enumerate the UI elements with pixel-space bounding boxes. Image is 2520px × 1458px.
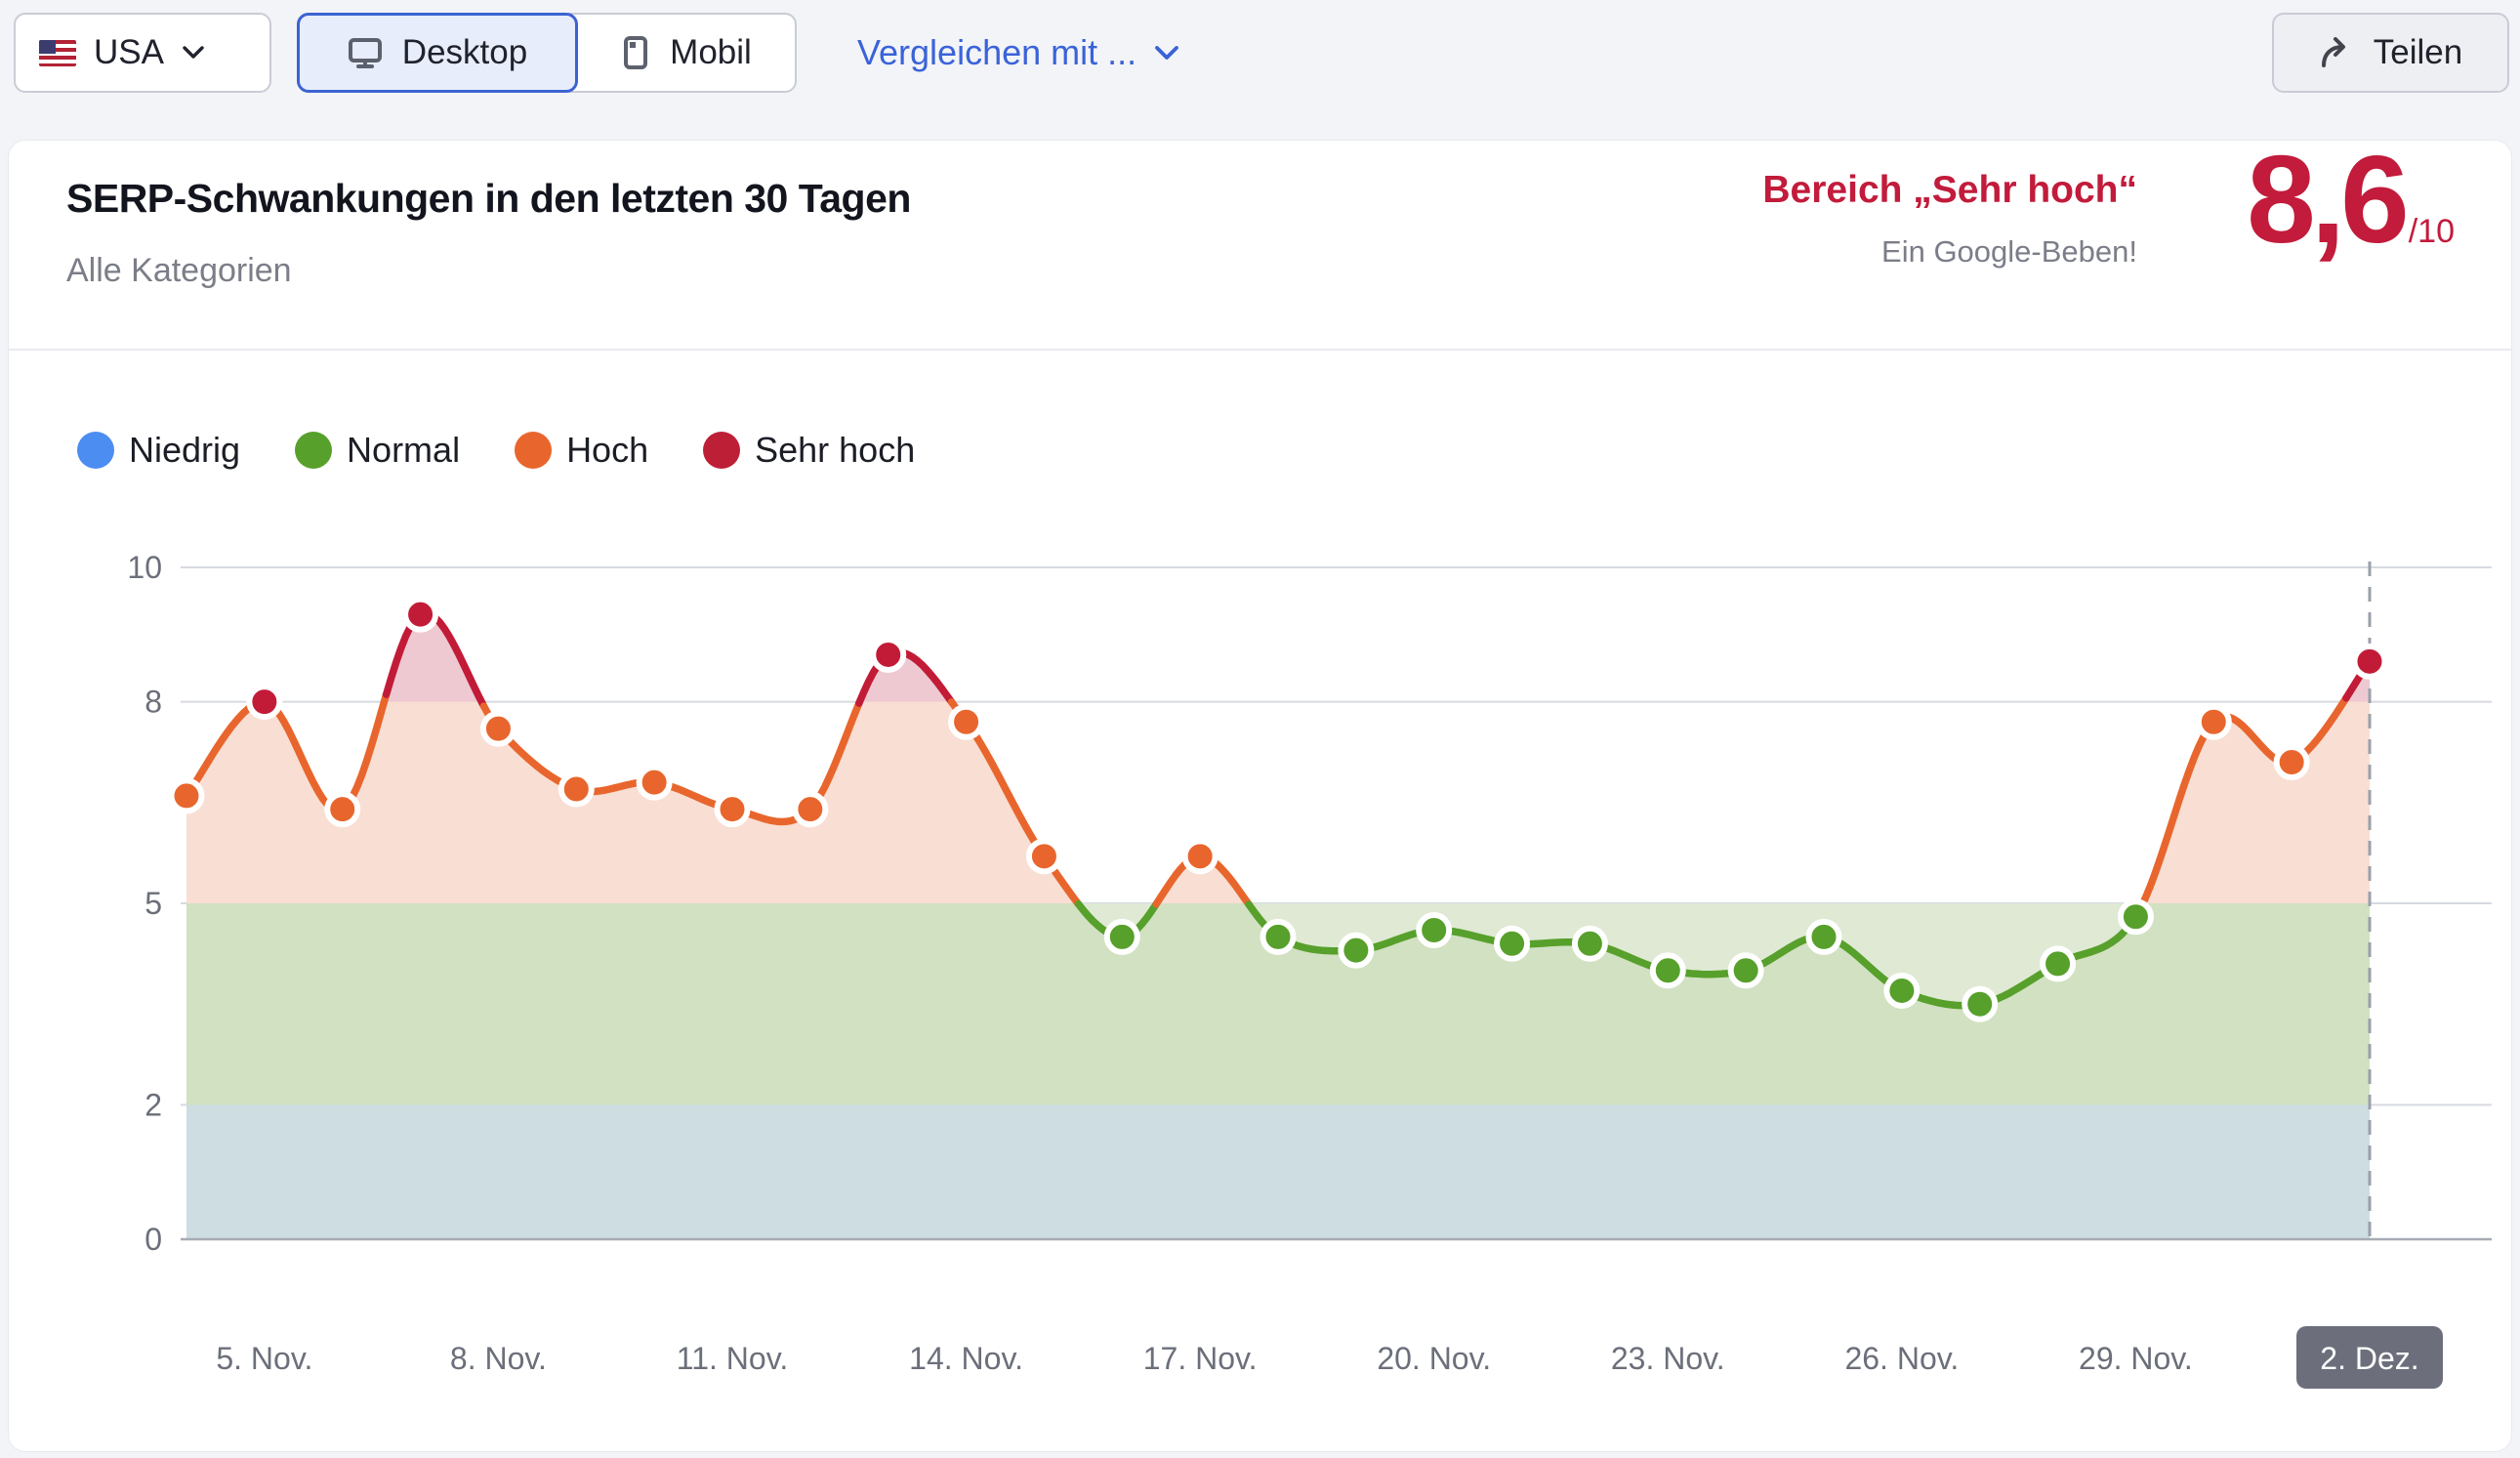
chevron-down-icon	[183, 46, 204, 59]
device-desktop-button[interactable]: Desktop	[297, 13, 578, 93]
legend-item-hoch: Hoch	[515, 430, 648, 471]
page-title: SERP-Schwankungen in den letzten 30 Tage…	[66, 176, 911, 221]
score-description: Ein Google-Beben!	[1881, 234, 2137, 269]
header-divider	[9, 349, 2511, 351]
mobile-icon	[624, 36, 648, 69]
usa-flag-icon	[39, 39, 76, 66]
legend-item-normal: Normal	[295, 430, 460, 471]
score-value-block: 8,6 /10	[2247, 130, 2455, 269]
device-mobile-label: Mobil	[670, 33, 752, 71]
desktop-icon	[348, 38, 382, 68]
legend-dot-icon	[77, 432, 114, 469]
chevron-down-icon	[1155, 45, 1179, 60]
chart-legend: Niedrig Normal Hoch Sehr hoch	[77, 430, 915, 471]
score-value: 8,6	[2247, 130, 2410, 269]
device-mobile-button[interactable]: Mobil	[568, 13, 797, 93]
legend-label: Niedrig	[129, 430, 241, 470]
legend-dot-icon	[703, 432, 741, 469]
legend-dot-icon	[515, 432, 553, 469]
category-subtitle: Alle Kategorien	[66, 252, 292, 289]
legend-label: Hoch	[566, 430, 649, 470]
score-max: /10	[2408, 212, 2455, 250]
country-selector[interactable]: USA	[14, 13, 271, 93]
legend-item-niedrig: Niedrig	[77, 430, 240, 471]
legend-dot-icon	[295, 432, 333, 469]
device-toggle: Desktop Mobil	[297, 13, 797, 93]
country-label: USA	[94, 33, 164, 71]
compare-label: Vergleichen mit ...	[857, 32, 1137, 72]
device-desktop-label: Desktop	[401, 33, 528, 71]
legend-item-sehr-hoch: Sehr hoch	[703, 430, 915, 471]
share-button[interactable]: Teilen	[2272, 13, 2509, 93]
score-range-label: Bereich „Sehr hoch“	[1762, 169, 2137, 211]
legend-label: Sehr hoch	[755, 430, 916, 470]
legend-label: Normal	[347, 430, 461, 470]
share-arrow-icon	[2321, 37, 2345, 67]
share-label: Teilen	[2373, 33, 2463, 71]
sensor-card: SERP-Schwankungen in den letzten 30 Tage…	[8, 130, 2512, 1452]
compare-with-dropdown[interactable]: Vergleichen mit ...	[857, 13, 1179, 93]
